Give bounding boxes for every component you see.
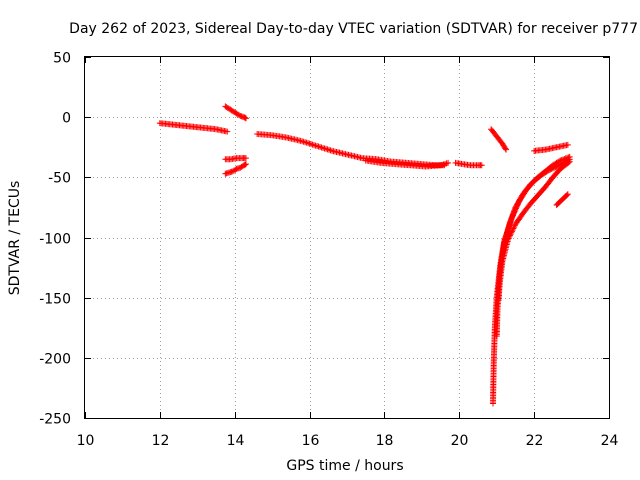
data-point — [508, 214, 515, 221]
data-point — [565, 159, 572, 166]
x-tick-label: 18 — [376, 433, 394, 449]
data-point — [242, 161, 249, 168]
data-point — [502, 145, 509, 152]
data-point — [504, 236, 511, 243]
x-tick-label: 12 — [152, 433, 170, 449]
x-tick-label: 24 — [601, 433, 619, 449]
data-point — [507, 217, 514, 224]
series-arc-1 — [156, 120, 231, 135]
points-layer — [156, 103, 573, 407]
x-tick-label: 22 — [526, 433, 544, 449]
data-point — [511, 205, 518, 212]
series-arc-8 — [488, 126, 510, 153]
series-arc-6 — [362, 157, 452, 170]
data-point — [565, 154, 572, 161]
data-point — [516, 196, 523, 203]
data-point — [509, 226, 516, 233]
data-point — [517, 195, 524, 202]
data-point — [224, 128, 231, 135]
data-point — [478, 162, 485, 169]
data-point — [242, 155, 249, 162]
data-point — [516, 197, 523, 204]
data-point — [515, 199, 522, 206]
data-point — [242, 114, 249, 121]
data-point — [564, 141, 571, 148]
data-point — [506, 220, 513, 227]
tick-layer — [85, 57, 610, 419]
grid-layer — [85, 57, 609, 418]
data-point — [242, 161, 249, 168]
y-tick-label: -200 — [39, 352, 71, 368]
y-tick-label: -50 — [48, 171, 71, 187]
x-tick-label: 10 — [77, 433, 95, 449]
x-axis-label: GPS time / hours — [286, 458, 403, 474]
x-tick-label: 16 — [302, 433, 320, 449]
tick-label-layer: 10 12 14 16 18 20 22 24 50 0 -50 -100 -150 -200 -250 — [39, 51, 618, 450]
series-arc-13 — [553, 191, 571, 209]
data-point — [509, 228, 516, 235]
y-axis-label: SDTVAR / TECUs — [7, 181, 23, 296]
data-point — [505, 235, 512, 242]
series-arc-7 — [452, 159, 485, 169]
chart-title: Day 262 of 2023, Sidereal Day-to-day VTE… — [69, 21, 638, 37]
data-point — [508, 229, 515, 236]
data-point — [510, 225, 517, 232]
series-arc-11 — [495, 158, 573, 304]
y-tick-label: 50 — [53, 51, 71, 67]
data-point — [518, 193, 525, 200]
data-point — [511, 224, 518, 231]
data-point — [506, 234, 513, 241]
data-point — [242, 115, 249, 122]
series-arc-4 — [222, 161, 249, 177]
data-point — [514, 200, 521, 207]
data-point — [507, 231, 514, 238]
data-point — [562, 155, 569, 162]
series-arc-12 — [531, 141, 571, 154]
data-point — [507, 218, 514, 225]
data-point — [512, 204, 519, 211]
data-point — [561, 155, 568, 162]
data-point — [503, 146, 510, 153]
data-point — [508, 215, 515, 222]
data-point — [510, 208, 517, 215]
series-arc-3 — [222, 155, 249, 163]
y-tick-label: -150 — [39, 292, 71, 308]
data-point — [445, 159, 452, 166]
x-tick-label: 20 — [451, 433, 469, 449]
data-point — [564, 154, 571, 161]
plot-frame — [84, 56, 610, 419]
data-point — [558, 156, 565, 163]
data-point — [510, 210, 517, 217]
data-point — [564, 191, 571, 198]
data-point — [566, 158, 573, 165]
y-tick-label: -100 — [39, 232, 71, 248]
data-point — [509, 211, 516, 218]
data-point — [560, 156, 567, 163]
y-tick-label: -250 — [39, 412, 71, 428]
data-point — [506, 232, 513, 239]
data-point — [563, 192, 570, 199]
data-point — [511, 207, 518, 214]
data-point — [513, 201, 520, 208]
data-point — [513, 203, 520, 210]
data-point — [557, 157, 564, 164]
y-tick-label: 0 — [62, 111, 71, 127]
series-arc-5 — [254, 131, 448, 169]
data-point — [509, 212, 516, 219]
data-point — [556, 158, 563, 165]
x-tick-label: 14 — [227, 433, 245, 449]
series-arc-2 — [222, 103, 249, 122]
